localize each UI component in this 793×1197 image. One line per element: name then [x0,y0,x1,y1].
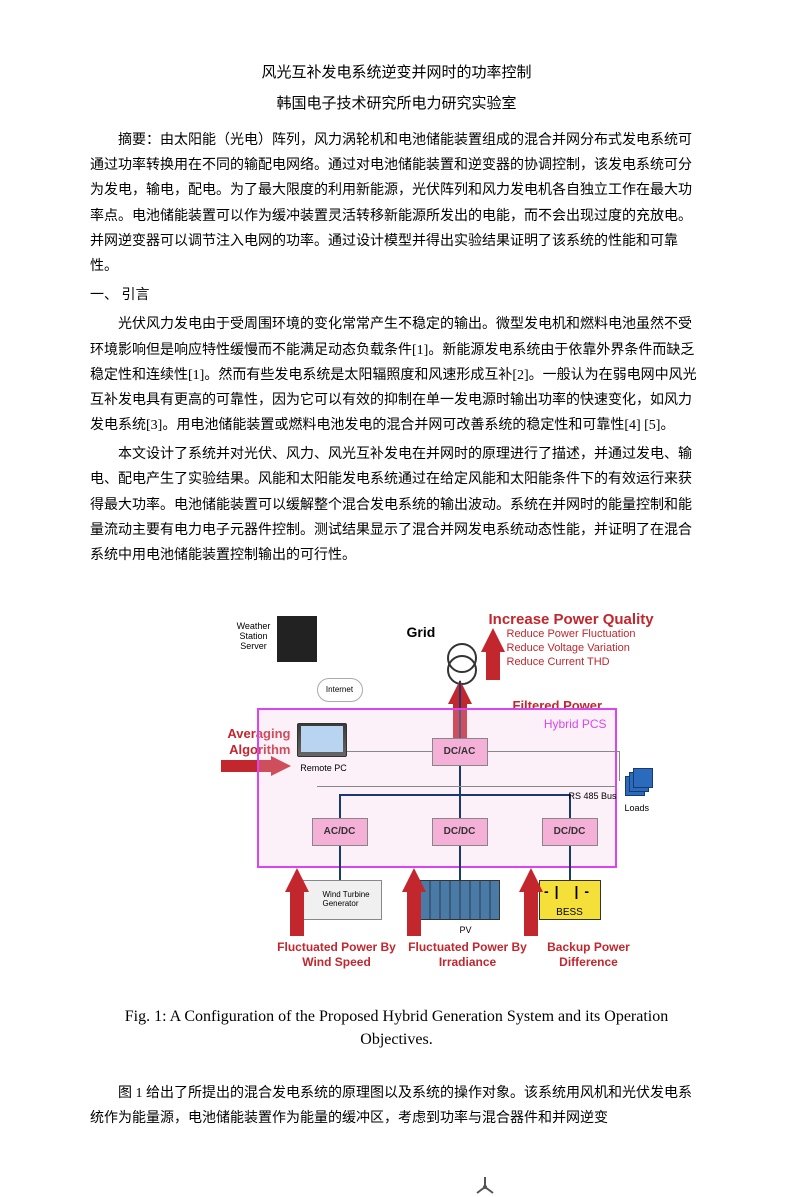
pv-label: PV [460,922,472,938]
bottom-label-pv: Fluctuated Power By Irradiance [403,940,533,969]
section-intro-head: 一、 引言 [90,283,703,308]
line-dcdc2-bess [569,846,571,880]
hybrid-pcs-label: Hybrid PCS [544,714,607,736]
line-acdc-up [339,794,341,818]
line-loads-down [619,751,620,781]
arrow-pv-body [407,888,421,936]
loads-icon [625,768,649,796]
line-rs485 [317,786,617,787]
abstract-text: 摘要：由太阳能（光电）阵列，风力涡轮机和电池储能装置组成的混合并网分布式发电系统… [90,128,703,279]
arrow-pv-head [402,868,426,892]
remote-pc-screen [301,726,343,752]
quality-line-3: Reduce Current THD [507,656,636,670]
figure-1-caption: Fig. 1: A Configuration of the Proposed … [90,1006,703,1051]
dcdc-box-1: DC/DC [432,818,488,846]
page-title: 风光互补发电系统逆变并网时的功率控制 [90,60,703,87]
bottom-label-bess: Backup Power Difference [529,940,649,969]
wind-turbine-icon [475,1177,495,1197]
weather-station-icon [277,616,317,662]
line-acdc-wind [339,846,341,880]
dcdc-box-2: DC/DC [542,818,598,846]
dcac-box: DC/AC [432,738,488,766]
intro-para-1: 光伏风力发电由于受周围环境的变化常常产生不稳定的输出。微型发电机和燃料电池虽然不… [90,312,703,438]
wind-turbine-box: Wind Turbine Generator [302,880,382,920]
pv-panel-icon [420,880,500,920]
arrow-bess-head [519,868,543,892]
line-bus-horizontal [339,794,571,796]
loads-label: Loads [625,800,650,816]
quality-line-1: Reduce Power Fluctuation [507,628,636,642]
acdc-box: AC/DC [312,818,368,846]
line-pc-bus [347,751,432,752]
internet-cloud: Internet [317,678,363,702]
grid-icon [441,643,479,681]
line-dcdc1-up [459,794,461,818]
line-dcac-down [459,766,461,794]
line-dcdc1-pv [459,846,461,880]
fig-description-para: 图 1 给出了所提出的混合发电系统的原理图以及系统的操作对象。该系统用风机和光伏… [90,1081,703,1131]
grid-label: Grid [407,620,436,645]
bess-box: -| |- BESS [539,880,601,920]
page-subtitle: 韩国电子技术研究所电力研究实验室 [90,91,703,118]
wind-turbine-label: Wind Turbine Generator [323,891,381,909]
arrow-bess-body [524,888,538,936]
remote-pc-label: Remote PC [297,760,351,776]
rs485-label: RS 485 Bus [569,788,617,804]
weather-station-label: Weather Station Server [232,622,276,652]
hybrid-system-diagram: Grid Increase Power Quality Reduce Power… [137,588,657,988]
intro-para-2: 本文设计了系统并对光伏、风力、风光互补发电在并网时的原理进行了描述，并通过发电、… [90,442,703,568]
arrow-wind-head [285,868,309,892]
arrow-wind-body [290,888,304,936]
bess-label: BESS [556,904,583,922]
quality-lines: Reduce Power Fluctuation Reduce Voltage … [507,628,636,669]
arrow-quality-body [486,648,500,680]
bess-terminals-icon: -| |- [544,879,595,904]
figure-1: Grid Increase Power Quality Reduce Power… [137,588,657,988]
bottom-label-wind: Fluctuated Power By Wind Speed [267,940,407,969]
arrow-quality-head [481,628,505,652]
line-dcac-right [488,751,620,752]
quality-line-2: Reduce Voltage Variation [507,642,636,656]
